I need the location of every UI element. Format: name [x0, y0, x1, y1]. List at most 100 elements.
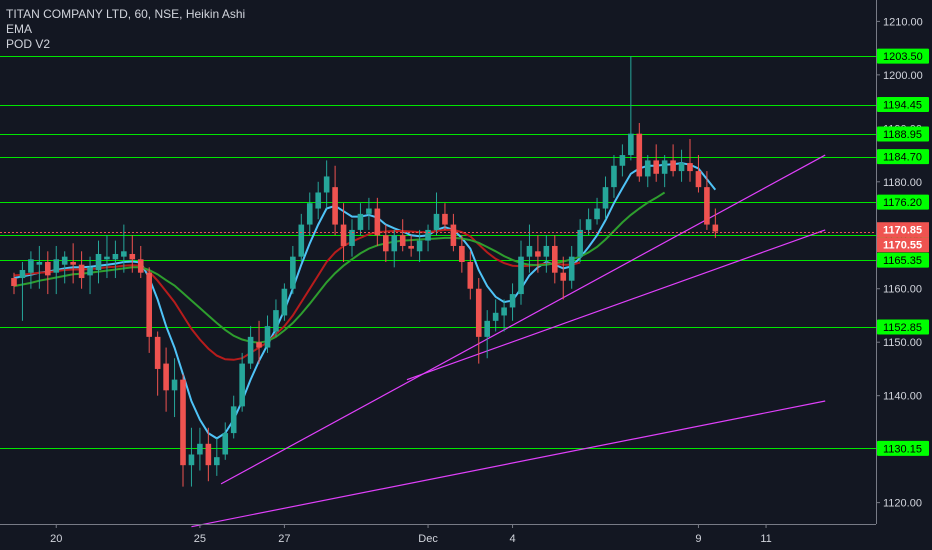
level-badge-label: 1176.20 [883, 197, 922, 209]
pod-indicator-label[interactable]: POD V2 [6, 37, 51, 51]
level-badge-label: 1188.95 [883, 129, 922, 141]
level-badge-label: 1165.35 [883, 255, 922, 267]
ema-indicator-label[interactable]: EMA [6, 22, 33, 36]
candle-body [644, 160, 651, 177]
price-tick-label: 1120.00 [883, 498, 922, 510]
price-tick-label: 1160.00 [883, 284, 922, 296]
time-tick-label: 27 [278, 533, 290, 545]
candle-body [323, 176, 330, 193]
ema-line-1 [13, 162, 717, 440]
candle-body [87, 267, 93, 276]
candle-body [264, 326, 271, 348]
level-badge [877, 126, 929, 142]
candle-body [45, 262, 51, 276]
level-badge [877, 252, 929, 268]
ema-line-2 [13, 228, 581, 361]
candle-body [535, 251, 541, 257]
candle-body [154, 336, 161, 369]
candle-body [636, 133, 643, 177]
candle-body [95, 253, 102, 271]
candle-body [349, 229, 355, 246]
candle-body [222, 433, 229, 455]
candle-body [408, 245, 414, 249]
candle-body [611, 165, 617, 188]
candle-body [687, 163, 693, 172]
candle-body [214, 457, 220, 466]
candle-body [526, 245, 533, 257]
level-badge [877, 319, 929, 335]
price-tick-label: 1210.00 [883, 16, 923, 28]
candle-body [70, 262, 76, 265]
candle-body [273, 310, 279, 332]
candle-body [11, 278, 17, 287]
level-badge-label: 1130.15 [883, 443, 922, 455]
price-tick-label: 1200.00 [883, 70, 923, 82]
candle-body [704, 187, 710, 225]
level-badge-label: 1203.50 [883, 51, 923, 63]
candle-body [475, 288, 482, 337]
candle-body [492, 312, 499, 321]
candle-body [509, 294, 516, 308]
level-badge-label: 1194.45 [883, 100, 922, 112]
candle-body [602, 187, 609, 209]
current-price-badge-label: 1170.55 [883, 240, 922, 252]
current-price-badge [877, 222, 929, 238]
candle-body [298, 224, 305, 257]
candle-body [290, 256, 296, 289]
level-badge-label: 1152.85 [883, 322, 922, 334]
candle-body [467, 262, 474, 289]
candle-body [61, 256, 68, 265]
candle-body [459, 245, 465, 262]
level-badges: 1203.50 1194.45 1188.95 1184.70 1176.20 1170.… [877, 48, 929, 456]
candle-body [137, 259, 144, 273]
candle-body [391, 235, 398, 252]
chart-legend: TITAN COMPANY LTD, 60, NSE, Heikin Ashi … [6, 7, 245, 52]
candle-body [484, 320, 490, 337]
candle-body [19, 270, 26, 279]
candle-body [619, 155, 626, 166]
candle-body [543, 245, 550, 257]
candle-body [332, 187, 338, 225]
price-tick-label: 1150.00 [883, 337, 922, 349]
candle-body [28, 259, 34, 273]
candle-body [670, 160, 676, 172]
horizontal-levels [0, 56, 876, 449]
trendline [406, 229, 826, 381]
candle-body [129, 253, 136, 260]
candle-body [239, 363, 245, 407]
candle-body [180, 379, 186, 466]
level-badge [877, 440, 929, 456]
current-price-badge [877, 237, 929, 253]
candle-body [315, 192, 321, 209]
trendline [191, 400, 826, 528]
candle-body [433, 213, 440, 230]
candle-body [357, 213, 364, 230]
level-badge [877, 194, 929, 210]
candle-body [568, 256, 575, 281]
time-axis[interactable]: 20 25 27 Dec 4 9 11 [50, 524, 772, 545]
level-badge [877, 149, 929, 165]
level-badge [877, 97, 929, 113]
trendline [220, 154, 826, 485]
time-tick-label: 4 [509, 533, 515, 545]
candle-body [36, 262, 43, 265]
symbol-title[interactable]: TITAN COMPANY LTD, 60, NSE, Heikin Ashi [6, 7, 246, 21]
candle-body [416, 240, 423, 252]
candle-body [205, 443, 212, 466]
candle-body [171, 379, 178, 391]
candle-body [501, 307, 507, 316]
current-price-badge-label: 1170.85 [883, 225, 922, 237]
candle-body [163, 363, 169, 391]
price-tick-label: 1180.00 [883, 177, 922, 189]
candle-body [306, 203, 313, 225]
level-badge-label: 1184.70 [883, 152, 922, 164]
trendlines [191, 154, 826, 528]
candle-body [661, 160, 668, 174]
candle-body [518, 256, 524, 295]
candle-body [450, 224, 457, 246]
candle-body [112, 253, 119, 260]
time-tick-label: 11 [760, 533, 771, 545]
candle-body [366, 208, 372, 214]
